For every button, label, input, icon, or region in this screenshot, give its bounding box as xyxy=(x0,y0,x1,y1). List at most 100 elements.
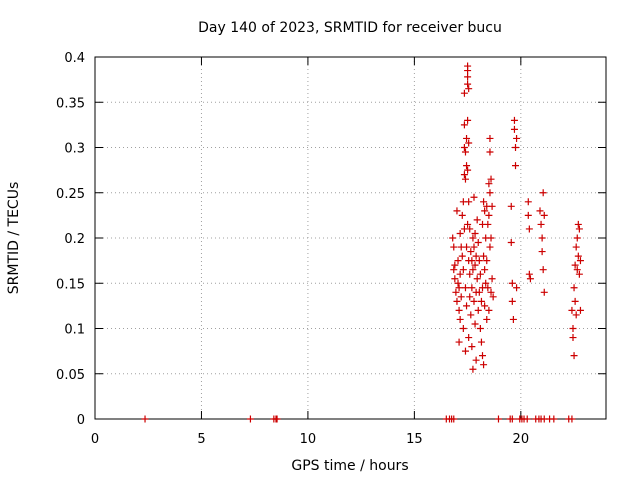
data-point xyxy=(538,234,546,242)
data-point xyxy=(464,166,472,174)
data-point xyxy=(507,239,515,247)
y-tick-label: 0 xyxy=(77,413,85,428)
data-point xyxy=(508,279,516,287)
y-tick-label: 0.25 xyxy=(56,187,85,202)
data-point xyxy=(468,284,476,292)
data-point xyxy=(464,67,472,75)
data-point xyxy=(141,415,149,423)
data-point xyxy=(471,261,479,269)
y-tick-label: 0.15 xyxy=(56,277,85,292)
data-point xyxy=(539,189,547,197)
data-point xyxy=(455,338,463,346)
chart-title: Day 140 of 2023, SRMTID for receiver buc… xyxy=(198,20,502,36)
data-point xyxy=(574,220,582,228)
y-axis-label: SRMTID / TECUs xyxy=(6,182,22,295)
data-point xyxy=(461,284,469,292)
data-point xyxy=(480,252,488,260)
data-point xyxy=(460,121,468,129)
data-point xyxy=(525,270,533,278)
data-point xyxy=(486,148,494,156)
data-point xyxy=(453,207,461,215)
data-point xyxy=(475,257,483,265)
data-point xyxy=(508,297,516,305)
data-point xyxy=(466,225,474,233)
data-point xyxy=(465,334,473,342)
data-point xyxy=(482,279,490,287)
data-point xyxy=(485,306,493,314)
data-point xyxy=(570,284,578,292)
data-point xyxy=(525,225,533,233)
data-point xyxy=(468,257,476,265)
data-point xyxy=(485,180,493,188)
data-point xyxy=(513,284,521,292)
data-point xyxy=(471,229,479,237)
data-point xyxy=(494,415,502,423)
data-point xyxy=(464,116,472,124)
data-point xyxy=(569,334,577,342)
data-point xyxy=(456,315,464,323)
data-point xyxy=(469,266,477,274)
data-point xyxy=(483,315,491,323)
data-point xyxy=(524,211,532,219)
data-point xyxy=(474,239,482,247)
data-point xyxy=(572,311,580,319)
data-point xyxy=(456,270,464,278)
data-point xyxy=(461,347,469,355)
data-point xyxy=(507,202,515,210)
data-point xyxy=(571,261,579,269)
data-point xyxy=(461,148,469,156)
data-point xyxy=(455,284,463,292)
data-point xyxy=(486,243,494,251)
data-point xyxy=(480,198,488,206)
data-point xyxy=(568,306,576,314)
data-point xyxy=(461,175,469,183)
data-point xyxy=(484,220,492,228)
data-point xyxy=(457,293,465,301)
data-point xyxy=(481,302,489,310)
data-point xyxy=(576,306,584,314)
data-point xyxy=(510,125,518,133)
data-point xyxy=(467,248,475,256)
data-point xyxy=(467,311,475,319)
data-point xyxy=(454,257,462,265)
data-point xyxy=(476,270,484,278)
data-point xyxy=(469,365,477,373)
data-point xyxy=(466,293,474,301)
data-point xyxy=(459,266,467,274)
data-point xyxy=(450,415,458,423)
data-point xyxy=(539,266,547,274)
data-point xyxy=(451,261,459,269)
data-point xyxy=(470,297,478,305)
data-point xyxy=(472,356,480,364)
data-point xyxy=(465,139,473,147)
data-point xyxy=(488,275,496,283)
data-point xyxy=(477,297,485,305)
data-point xyxy=(477,338,485,346)
data-point xyxy=(513,134,521,142)
data-point xyxy=(452,288,460,296)
y-tick-label: 0.05 xyxy=(56,368,85,383)
data-point xyxy=(465,85,473,93)
data-point xyxy=(454,279,462,287)
data-point xyxy=(524,198,532,206)
x-tick-label: 10 xyxy=(300,432,317,447)
data-point xyxy=(550,415,558,423)
data-point xyxy=(523,415,531,423)
x-axis-label: GPS time / hours xyxy=(291,458,408,474)
data-point xyxy=(487,234,495,242)
x-tick-label: 0 xyxy=(91,432,99,447)
data-point xyxy=(571,297,579,305)
data-point xyxy=(458,252,466,260)
data-point xyxy=(569,325,577,332)
data-point xyxy=(464,73,472,81)
data-point xyxy=(540,288,548,296)
axes: 0 0.05 0.1 0.15 0.2 0.25 0.3 0.35 0.4 0 5 10 15 20 xyxy=(56,51,606,447)
y-tick-label: 0.35 xyxy=(56,96,85,111)
data-point xyxy=(508,415,516,423)
data-point xyxy=(526,275,534,283)
data-point xyxy=(476,325,484,332)
data-point xyxy=(512,162,520,170)
data-point xyxy=(463,134,471,142)
data-point xyxy=(483,257,491,265)
